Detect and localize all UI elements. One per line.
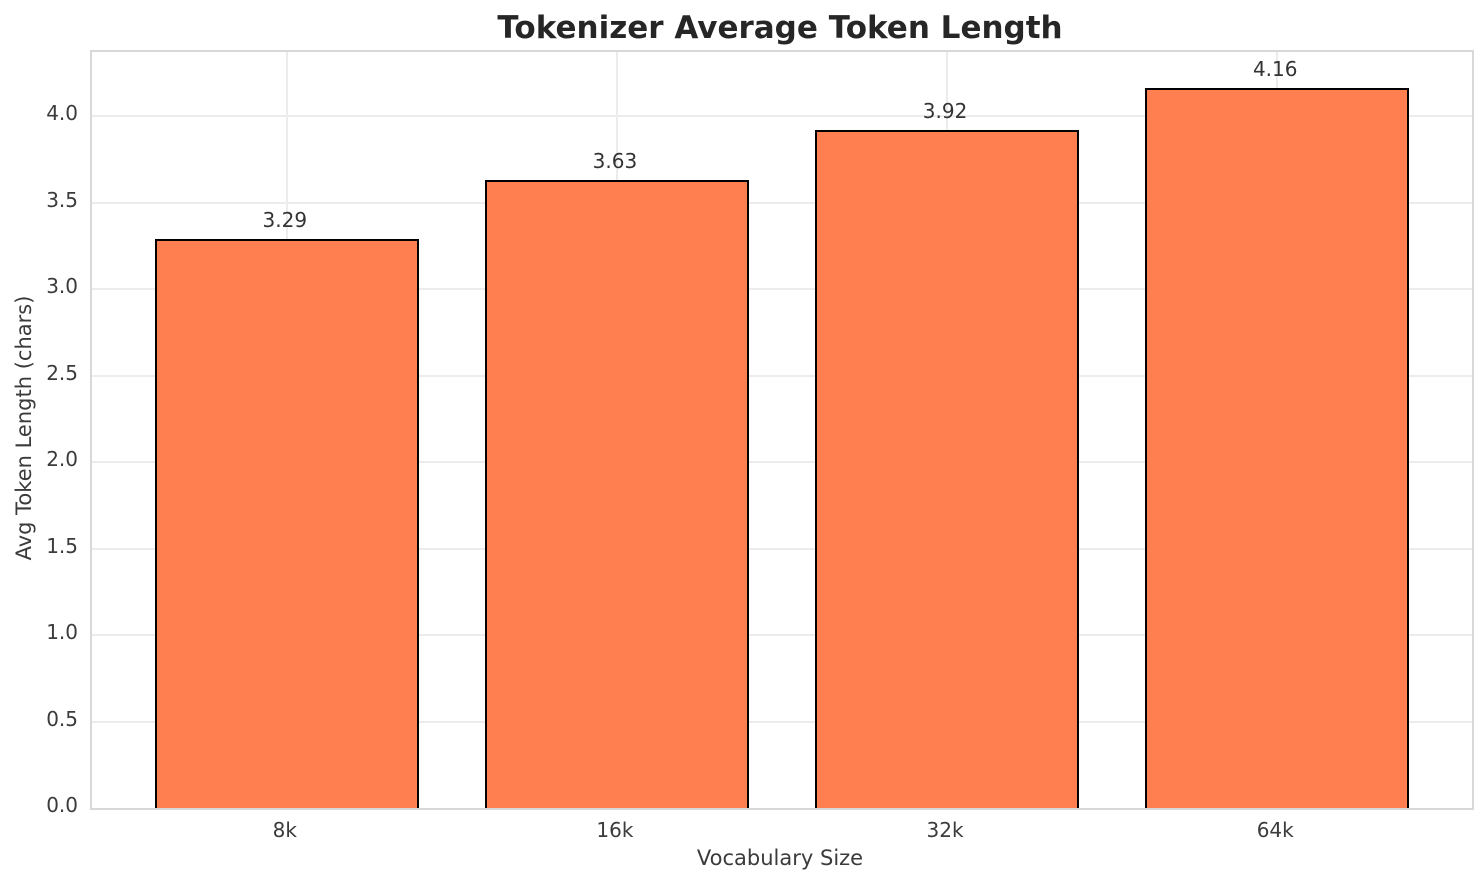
- bar-8k: [154, 238, 419, 808]
- bar-value-label: 3.63: [592, 149, 638, 174]
- y-gridline: [92, 547, 1472, 550]
- x-tick-label: 16k: [596, 818, 634, 842]
- y-tick-label: 2.0: [46, 447, 78, 471]
- y-tick-label: 2.5: [46, 360, 78, 385]
- y-tick-label: 1.0: [46, 620, 78, 644]
- chart-title: Tokenizer Average Token Length: [497, 10, 1063, 46]
- y-gridline: [92, 201, 1472, 204]
- bar-16k: [484, 180, 749, 808]
- y-tick-label: 3.5: [46, 187, 78, 212]
- y-gridline: [92, 634, 1472, 636]
- plot-area: [90, 50, 1474, 810]
- y-gridline: [92, 461, 1472, 463]
- x-tick-label: 8k: [272, 818, 297, 842]
- x-tick-label: 64k: [1256, 818, 1294, 842]
- x-axis-label: Vocabulary Size: [696, 846, 864, 870]
- y-gridline: [92, 115, 1472, 117]
- y-gridline: [92, 374, 1472, 377]
- y-tick-label: 0.5: [46, 706, 78, 731]
- y-tick-label: 4.0: [46, 101, 78, 125]
- x-tick-label: 32k: [926, 818, 964, 842]
- y-axis-label: Avg Token Length (chars): [12, 295, 36, 561]
- y-tick-label: 3.0: [46, 274, 78, 298]
- bar-32k: [815, 129, 1080, 808]
- bar-value-label: 3.29: [262, 207, 308, 232]
- bar-value-label: 3.92: [922, 98, 968, 123]
- bar-value-label: 4.16: [1252, 57, 1298, 82]
- y-gridline: [92, 288, 1472, 290]
- y-tick-label: 1.5: [46, 533, 78, 558]
- y-gridline: [92, 720, 1472, 723]
- bar-64k: [1145, 88, 1410, 808]
- y-tick-label: 0.0: [46, 793, 78, 817]
